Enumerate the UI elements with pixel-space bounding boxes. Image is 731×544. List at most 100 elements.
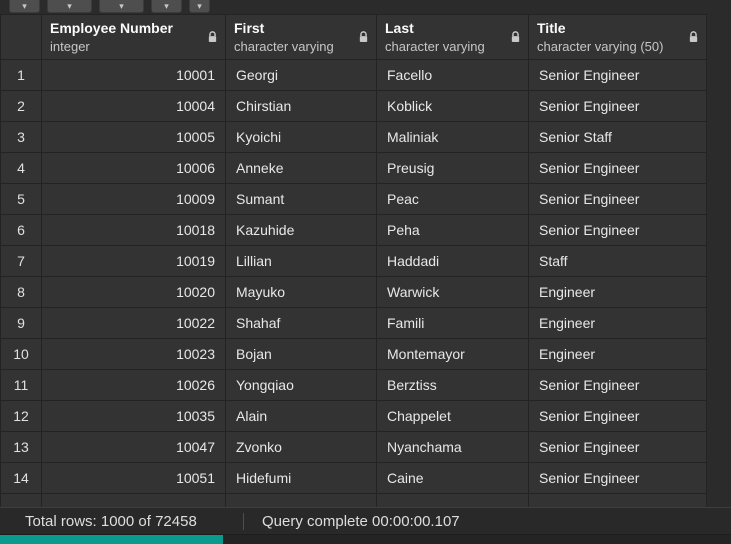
table-row: 10 10023 Bojan Montemayor Engineer xyxy=(0,338,707,370)
data-cell[interactable]: Senior Engineer xyxy=(528,369,707,401)
data-cell[interactable]: Peha xyxy=(376,214,529,246)
data-cell[interactable]: Engineer xyxy=(528,338,707,370)
data-cell[interactable]: Kyoichi xyxy=(225,121,377,153)
data-cell[interactable] xyxy=(41,493,226,507)
data-cell[interactable]: Sumant xyxy=(225,183,377,215)
data-cell[interactable]: 10006 xyxy=(41,152,226,184)
data-cell[interactable]: Senior Engineer xyxy=(528,183,707,215)
data-cell[interactable]: Peac xyxy=(376,183,529,215)
data-cell[interactable]: Bojan xyxy=(225,338,377,370)
row-number-cell[interactable]: 11 xyxy=(0,369,42,401)
row-number-cell[interactable]: 7 xyxy=(0,245,42,277)
row-number-cell[interactable]: 9 xyxy=(0,307,42,339)
data-cell[interactable]: Kazuhide xyxy=(225,214,377,246)
table-row: 3 10005 Kyoichi Maliniak Senior Staff xyxy=(0,121,707,153)
data-cell[interactable]: 10023 xyxy=(41,338,226,370)
save-data-button[interactable]: ▾ xyxy=(9,0,40,13)
table-row: 8 10020 Mayuko Warwick Engineer xyxy=(0,276,707,308)
data-cell[interactable]: 10020 xyxy=(41,276,226,308)
data-cell[interactable]: Senior Engineer xyxy=(528,431,707,463)
data-cell[interactable]: Caine xyxy=(376,462,529,494)
data-cell[interactable]: 10001 xyxy=(41,59,226,91)
row-number-cell[interactable]: 14 xyxy=(0,462,42,494)
save-results-to-file-button[interactable]: ▾ xyxy=(47,0,92,13)
data-cell[interactable]: Hidefumi xyxy=(225,462,377,494)
row-number-cell[interactable]: 10 xyxy=(0,338,42,370)
row-number-cell[interactable]: 5 xyxy=(0,183,42,215)
data-cell[interactable] xyxy=(528,493,707,507)
row-number-cell[interactable]: 4 xyxy=(0,152,42,184)
data-cell[interactable]: Koblick xyxy=(376,90,529,122)
data-cell[interactable]: Georgi xyxy=(225,59,377,91)
data-cell[interactable]: Senior Engineer xyxy=(528,214,707,246)
table-row: 2 10004 Chirstian Koblick Senior Engineer xyxy=(0,90,707,122)
data-cell[interactable]: Lillian xyxy=(225,245,377,277)
table-row: 4 10006 Anneke Preusig Senior Engineer xyxy=(0,152,707,184)
row-number-cell[interactable]: 13 xyxy=(0,431,42,463)
row-number-cell[interactable]: 6 xyxy=(0,214,42,246)
data-cell[interactable]: Famili xyxy=(376,307,529,339)
data-cell[interactable]: Mayuko xyxy=(225,276,377,308)
data-cell[interactable]: Nyanchama xyxy=(376,431,529,463)
row-number-cell[interactable]: 2 xyxy=(0,90,42,122)
column-label: Last xyxy=(385,20,414,36)
lock-icon xyxy=(208,31,217,43)
column-header[interactable]: Title character varying (50) xyxy=(528,14,707,60)
data-cell[interactable]: Senior Engineer xyxy=(528,152,707,184)
data-cell[interactable]: Senior Engineer xyxy=(528,59,707,91)
grid-body: 1 10001 Georgi Facello Senior Engineer 2 10… xyxy=(0,59,707,507)
row-number-cell[interactable]: 1 xyxy=(0,59,42,91)
data-cell[interactable]: 10004 xyxy=(41,90,226,122)
data-cell[interactable]: Senior Staff xyxy=(528,121,707,153)
data-cell[interactable]: 10019 xyxy=(41,245,226,277)
data-cell[interactable]: Chirstian xyxy=(225,90,377,122)
data-cell[interactable]: Senior Engineer xyxy=(528,400,707,432)
column-header[interactable]: Employee Number integer xyxy=(41,14,226,60)
data-cell[interactable]: Senior Engineer xyxy=(528,462,707,494)
data-cell[interactable]: Alain xyxy=(225,400,377,432)
data-cell[interactable]: 10022 xyxy=(41,307,226,339)
data-cell[interactable]: Preusig xyxy=(376,152,529,184)
data-cell[interactable]: 10005 xyxy=(41,121,226,153)
data-cell[interactable] xyxy=(376,493,529,507)
data-cell[interactable]: Berztiss xyxy=(376,369,529,401)
data-cell[interactable]: Chappelet xyxy=(376,400,529,432)
data-cell[interactable]: Yongqiao xyxy=(225,369,377,401)
row-number-cell[interactable]: 3 xyxy=(0,121,42,153)
data-cell[interactable]: 10051 xyxy=(41,462,226,494)
data-cell[interactable]: Facello xyxy=(376,59,529,91)
delete-rows-button[interactable]: ▾ xyxy=(189,0,210,13)
copy-rows-button[interactable]: ▾ xyxy=(99,0,144,13)
data-cell[interactable]: 10047 xyxy=(41,431,226,463)
column-header[interactable]: Last character varying xyxy=(376,14,529,60)
data-cell[interactable]: Warwick xyxy=(376,276,529,308)
data-cell[interactable]: Engineer xyxy=(528,276,707,308)
row-number-cell[interactable]: 8 xyxy=(0,276,42,308)
query-time-text: Query complete 00:00:00.107 xyxy=(262,512,460,530)
row-number-cell[interactable] xyxy=(0,493,42,507)
data-cell[interactable]: 10026 xyxy=(41,369,226,401)
data-cell[interactable]: Senior Engineer xyxy=(528,90,707,122)
data-cell[interactable]: Haddadi xyxy=(376,245,529,277)
data-cell[interactable]: Anneke xyxy=(225,152,377,184)
paste-rows-button[interactable]: ▾ xyxy=(151,0,182,13)
column-type: character varying xyxy=(385,39,485,54)
data-cell[interactable] xyxy=(225,493,377,507)
table-row: 5 10009 Sumant Peac Senior Engineer xyxy=(0,183,707,215)
data-cell[interactable]: Engineer xyxy=(528,307,707,339)
column-header[interactable]: First character varying xyxy=(225,14,377,60)
table-row: 7 10019 Lillian Haddadi Staff xyxy=(0,245,707,277)
data-cell[interactable]: Zvonko xyxy=(225,431,377,463)
data-cell[interactable]: Maliniak xyxy=(376,121,529,153)
table-row: 9 10022 Shahaf Famili Engineer xyxy=(0,307,707,339)
data-cell[interactable]: 10009 xyxy=(41,183,226,215)
data-cell[interactable]: Staff xyxy=(528,245,707,277)
table-row: 11 10026 Yongqiao Berztiss Senior Engineer xyxy=(0,369,707,401)
corner-header-cell[interactable] xyxy=(0,14,42,60)
data-cell[interactable]: 10018 xyxy=(41,214,226,246)
data-cell[interactable]: 10035 xyxy=(41,400,226,432)
data-cell[interactable]: Shahaf xyxy=(225,307,377,339)
row-number-cell[interactable]: 12 xyxy=(0,400,42,432)
data-cell[interactable]: Montemayor xyxy=(376,338,529,370)
